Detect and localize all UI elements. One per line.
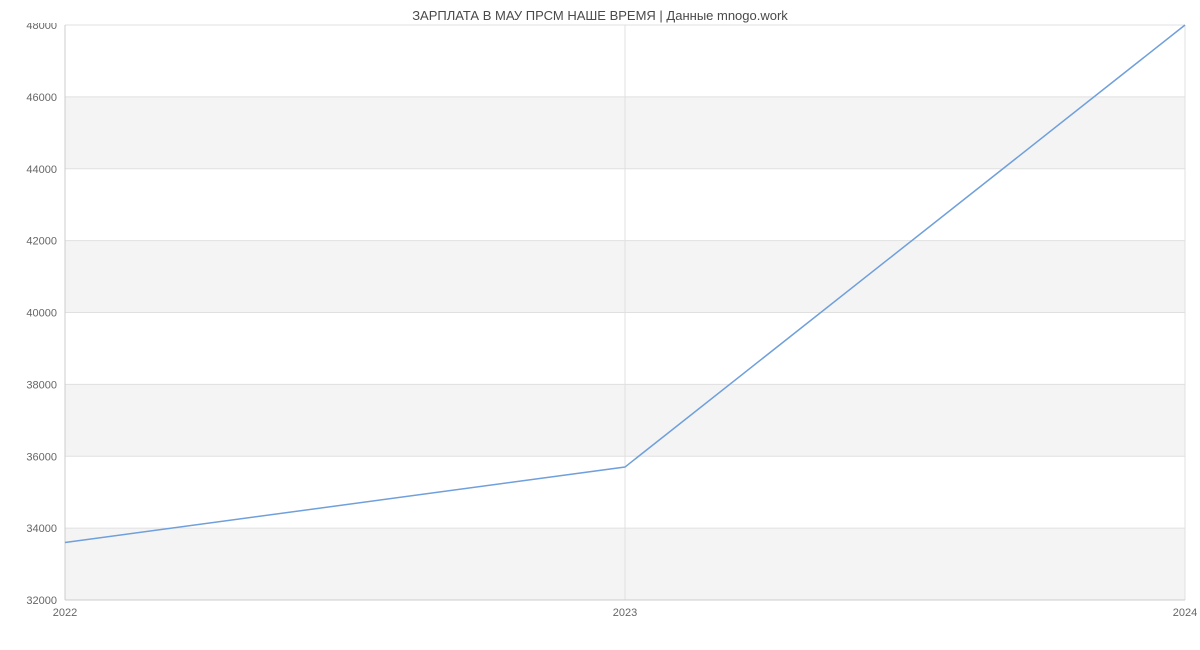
svg-text:40000: 40000 <box>26 308 57 320</box>
salary-line-chart: ЗАРПЛАТА В МАУ ПРСМ НАШЕ ВРЕМЯ | Данные … <box>0 0 1200 650</box>
svg-text:36000: 36000 <box>26 451 57 463</box>
svg-text:2023: 2023 <box>613 607 637 619</box>
svg-text:2024: 2024 <box>1173 607 1197 619</box>
svg-text:34000: 34000 <box>26 523 57 535</box>
svg-text:2022: 2022 <box>53 607 77 619</box>
svg-text:32000: 32000 <box>26 595 57 607</box>
svg-text:46000: 46000 <box>26 92 57 104</box>
chart-title: ЗАРПЛАТА В МАУ ПРСМ НАШЕ ВРЕМЯ | Данные … <box>0 0 1200 23</box>
svg-text:44000: 44000 <box>26 164 57 176</box>
chart-plot: 32000 34000 36000 38000 40000 42000 44000 46000… <box>0 23 1200 645</box>
svg-text:48000: 48000 <box>26 23 57 32</box>
svg-text:38000: 38000 <box>26 379 57 391</box>
svg-text:42000: 42000 <box>26 236 57 248</box>
